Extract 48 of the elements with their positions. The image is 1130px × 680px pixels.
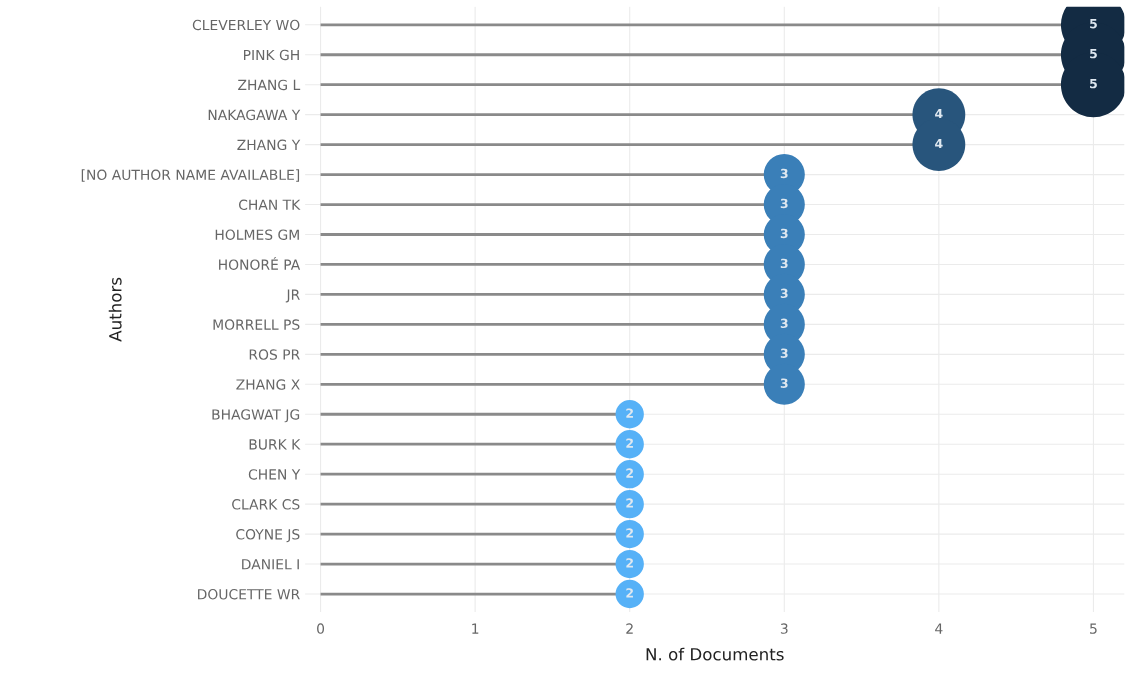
y-tick-label: ZHANG Y <box>237 139 301 151</box>
data-label: 2 <box>626 438 633 448</box>
y-tick-label: ROS PR <box>249 349 300 360</box>
x-tick-label: 3 <box>780 623 788 634</box>
y-tick-label: BURK K <box>249 439 301 450</box>
x-tick-label: 1 <box>472 623 479 634</box>
y-tick-label: [NO AUTHOR NAME AVAILABLE] <box>81 169 300 182</box>
data-label: 3 <box>780 318 788 329</box>
data-label: 3 <box>780 288 788 299</box>
y-tick-label: CHAN TK <box>238 199 301 211</box>
data-label: 5 <box>1090 49 1097 59</box>
x-tick-label: 4 <box>935 623 943 634</box>
data-label: 3 <box>780 198 788 209</box>
y-tick-label: NAKAGAWA Y <box>208 109 301 121</box>
y-tick-label: CLARK CS <box>232 499 300 510</box>
data-label: 3 <box>780 168 788 179</box>
data-label: 2 <box>626 498 633 508</box>
y-tick-label: HONORÉ PA <box>219 256 301 270</box>
data-label: 5 <box>1090 19 1097 29</box>
x-tick-label: 0 <box>317 623 325 634</box>
data-label: 4 <box>935 138 943 149</box>
data-label: 2 <box>626 528 633 538</box>
y-tick-label: HOLMES GM <box>215 229 299 240</box>
data-label: 3 <box>780 258 788 269</box>
y-tick-label: COYNE JS <box>236 529 300 543</box>
y-tick-label: CLEVERLEY WO <box>192 19 300 31</box>
data-label: 2 <box>626 558 633 568</box>
y-tick-label: CHEN Y <box>248 469 301 480</box>
data-label: 3 <box>780 378 788 388</box>
y-tick-label: DOUCETTE WR <box>198 588 300 600</box>
data-label: 3 <box>780 348 788 358</box>
data-label: 5 <box>1090 79 1097 89</box>
x-tick-label: 2 <box>626 623 633 634</box>
y-tick-label: MORRELL PS <box>213 319 300 330</box>
y-tick-label: PINK GH <box>244 49 299 61</box>
data-label: 2 <box>626 588 633 598</box>
data-label: 2 <box>626 408 633 418</box>
x-tick-label: 5 <box>1090 623 1097 634</box>
y-tick-label: ZHANG X <box>236 379 300 390</box>
data-label: 3 <box>780 228 788 239</box>
y-tick-label: DANIEL I <box>242 559 299 570</box>
data-label: 4 <box>935 108 943 119</box>
data-label: 2 <box>626 468 633 478</box>
y-axis-title: Authors <box>108 277 122 342</box>
y-tick-label: BHAGWAT JG <box>212 409 300 423</box>
y-tick-label: ZHANG L <box>238 79 301 91</box>
x-axis-title: N. of Documents <box>646 647 784 661</box>
y-tick-label: JR <box>285 289 300 303</box>
